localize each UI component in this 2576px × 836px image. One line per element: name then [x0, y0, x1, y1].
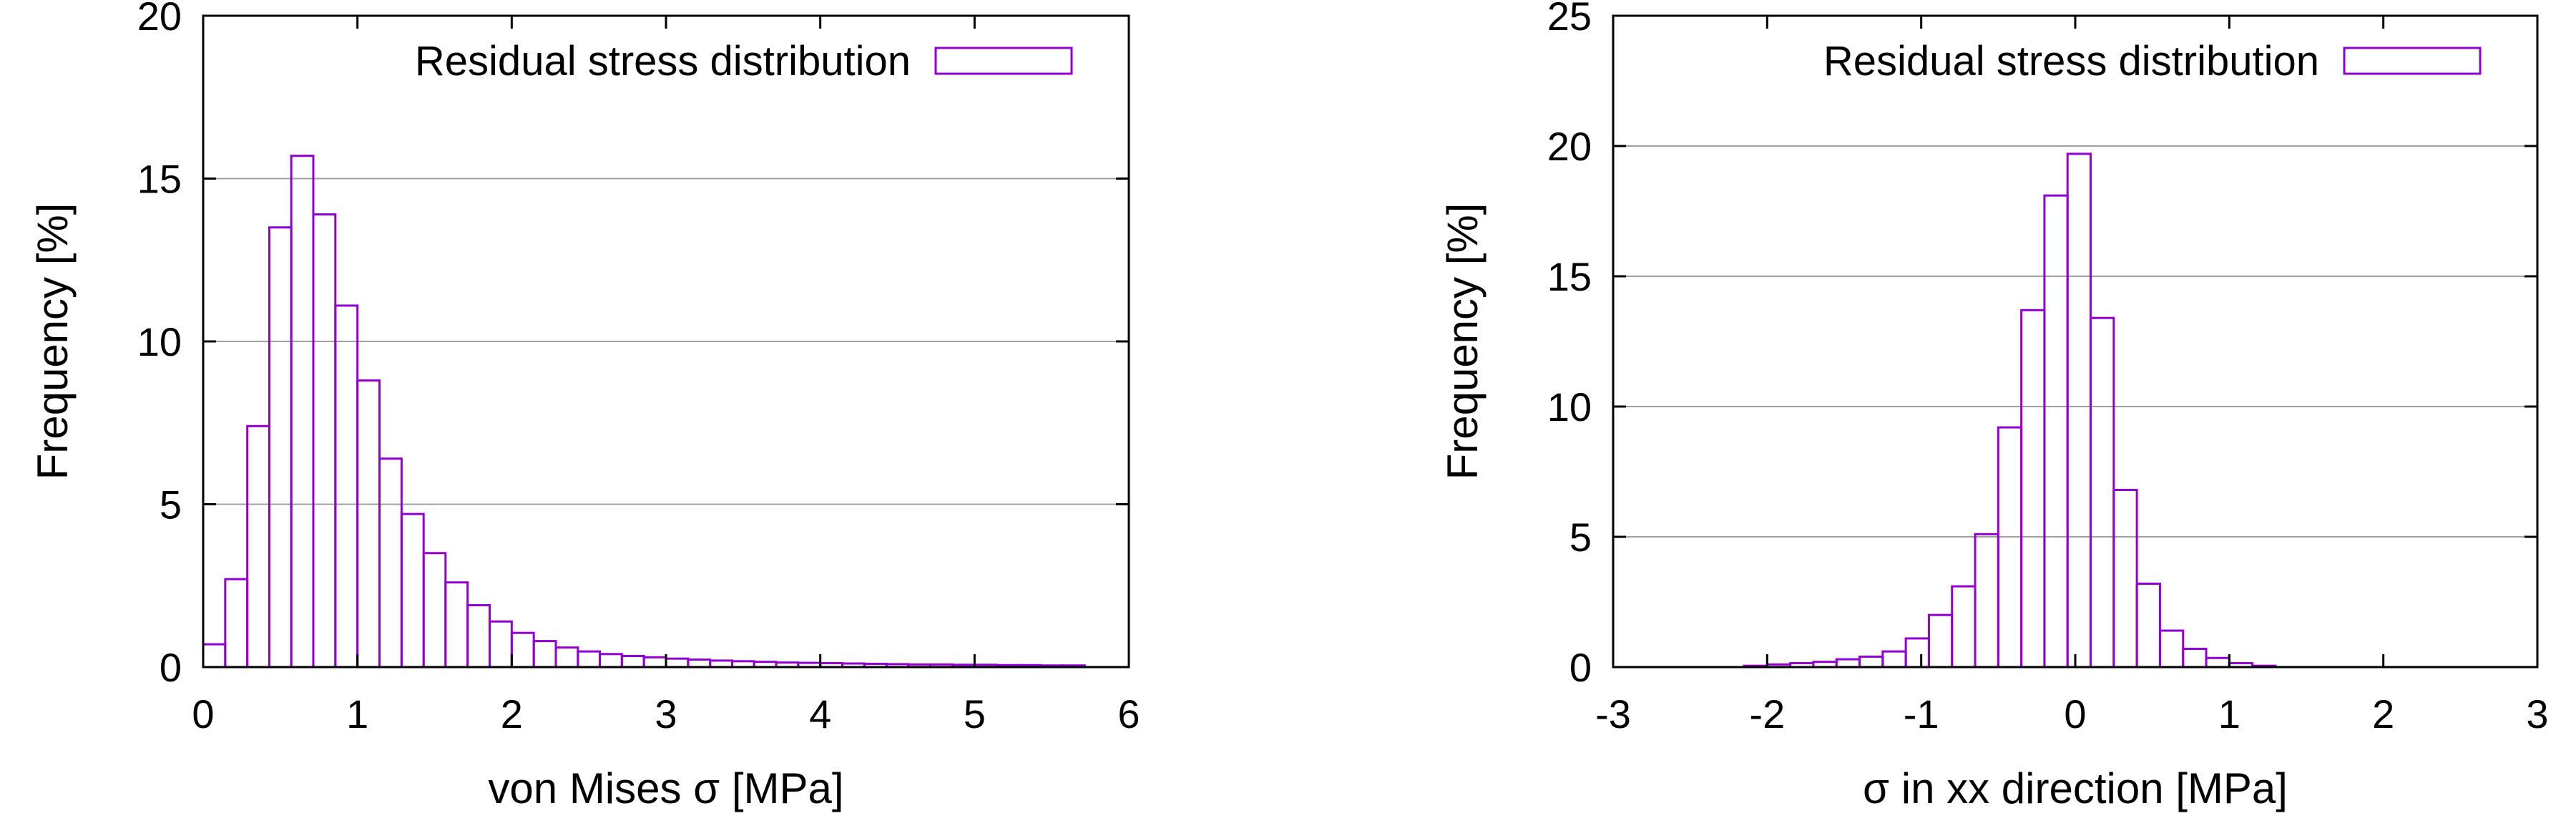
x-tick-label: 3	[655, 691, 677, 737]
y-tick-label: 20	[1547, 124, 1592, 169]
y-tick-label: 20	[137, 0, 182, 39]
x-axis-label: von Mises σ [MPa]	[488, 764, 843, 812]
plot-frame	[1612, 14, 2539, 669]
x-tick-label: 0	[192, 691, 214, 737]
histogram-bar	[2043, 194, 2069, 669]
y-tick-label: 25	[1547, 0, 1592, 39]
histogram-bar	[422, 552, 447, 669]
histogram-bar	[2112, 488, 2138, 669]
sigma-xx-histogram: 0 5 10 15 20 25 -3 -2 -1 0 1 2 3 σ in xx direction [M…	[1439, 0, 2549, 812]
histogram-bar	[246, 424, 271, 669]
y-tick-label: 5	[1569, 515, 1592, 560]
histogram-bar	[1974, 533, 1999, 669]
x-tick-label: -1	[1904, 691, 1939, 737]
x-tick-label: 2	[501, 691, 523, 737]
y-tick-label: 0	[160, 645, 182, 690]
histogram-bar	[378, 457, 403, 669]
histogram-bar	[312, 213, 337, 669]
histogram-bar	[1997, 426, 2023, 669]
histogram-bar	[510, 631, 535, 669]
y-tick-label: 0	[1569, 645, 1592, 690]
histogram-bar	[687, 658, 712, 669]
histogram-bar	[224, 578, 249, 669]
histogram-bar	[642, 656, 667, 669]
y-tick-label: 10	[1547, 384, 1592, 429]
legend-label: Residual stress distribution	[415, 38, 911, 84]
x-tick-label: 6	[1117, 691, 1140, 737]
histogram-bar	[290, 155, 315, 669]
histogram-bar	[665, 657, 690, 669]
x-tick-label: -3	[1595, 691, 1631, 737]
histogram-bar	[400, 512, 425, 669]
histogram-bar	[532, 640, 557, 669]
histogram-bar	[1951, 585, 1977, 669]
histogram-bar	[1881, 650, 1907, 669]
histogram-bar	[202, 643, 227, 669]
y-axis-label: Frequency [%]	[1439, 203, 1487, 480]
histogram-bar	[1927, 613, 1954, 669]
x-tick-label: 2	[2372, 691, 2394, 737]
x-tick-label: 1	[2218, 691, 2240, 737]
x-tick-label: 5	[964, 691, 986, 737]
x-tick-label: 4	[809, 691, 831, 737]
histogram-bar	[488, 620, 513, 669]
histogram-bar	[2182, 648, 2208, 669]
x-axis-label: σ in xx direction [MPa]	[1863, 764, 2288, 812]
y-axis-label: Frequency [%]	[29, 203, 77, 480]
histogram-bar	[2158, 629, 2185, 669]
histogram-bar	[1858, 655, 1884, 669]
y-tick-label: 15	[1547, 254, 1592, 299]
histogram-bar	[356, 379, 381, 669]
histogram-bar	[2135, 583, 2161, 669]
histogram-bar	[334, 304, 359, 669]
histogram-bar	[268, 226, 293, 669]
y-tick-label: 10	[137, 319, 182, 364]
histogram-bar	[444, 581, 469, 669]
histogram-bar	[466, 604, 491, 669]
histogram-bar	[2020, 308, 2046, 669]
y-tick-label: 5	[160, 482, 182, 528]
y-tick-label: 15	[137, 157, 182, 202]
x-tick-label: -2	[1749, 691, 1785, 737]
histogram-bar	[554, 646, 579, 669]
x-tick-label: 0	[2064, 691, 2086, 737]
von-mises-histogram: 0 5 10 15 20 0 1 2 3 4 5 6 von Mises σ [MPa] Frequenc…	[29, 0, 1140, 812]
legend-swatch	[934, 47, 1073, 75]
histogram-bar	[2066, 152, 2092, 669]
histogram-bar	[1904, 637, 1930, 669]
histogram-bar	[2205, 656, 2230, 669]
legend-label: Residual stress distribution	[1823, 38, 2319, 84]
histogram-bar	[620, 655, 645, 669]
x-tick-label: 3	[2526, 691, 2548, 737]
histogram-bar	[577, 650, 601, 669]
histogram-bar	[2090, 316, 2115, 669]
histogram-bar	[598, 653, 623, 669]
legend-swatch	[2343, 47, 2482, 75]
x-tick-label: 1	[346, 691, 368, 737]
histogram-bar	[1835, 658, 1861, 669]
